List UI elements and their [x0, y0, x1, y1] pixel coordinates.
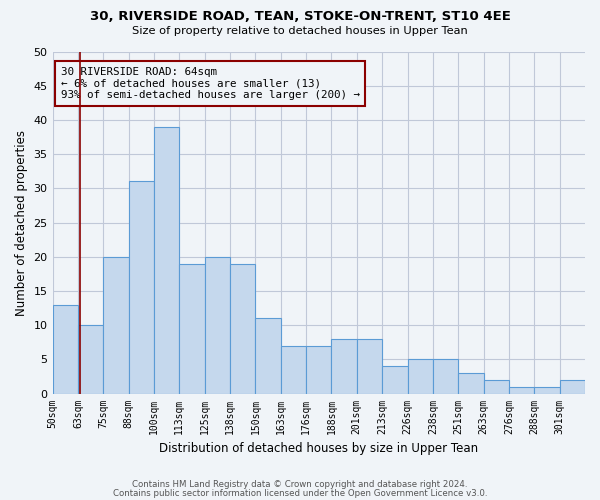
Bar: [78, 325, 103, 394]
Bar: [382, 366, 407, 394]
Bar: [205, 256, 230, 394]
Bar: [179, 264, 205, 394]
Bar: [484, 380, 509, 394]
Bar: [154, 127, 179, 394]
Text: 30 RIVERSIDE ROAD: 64sqm
← 6% of detached houses are smaller (13)
93% of semi-de: 30 RIVERSIDE ROAD: 64sqm ← 6% of detache…: [61, 67, 359, 100]
Bar: [357, 339, 382, 394]
Text: Contains HM Land Registry data © Crown copyright and database right 2024.: Contains HM Land Registry data © Crown c…: [132, 480, 468, 489]
Bar: [433, 360, 458, 394]
Y-axis label: Number of detached properties: Number of detached properties: [15, 130, 28, 316]
Bar: [128, 182, 154, 394]
X-axis label: Distribution of detached houses by size in Upper Tean: Distribution of detached houses by size …: [159, 442, 478, 455]
Bar: [53, 304, 78, 394]
Bar: [331, 339, 357, 394]
Bar: [103, 256, 128, 394]
Bar: [458, 373, 484, 394]
Bar: [509, 386, 534, 394]
Text: Contains public sector information licensed under the Open Government Licence v3: Contains public sector information licen…: [113, 488, 487, 498]
Text: Size of property relative to detached houses in Upper Tean: Size of property relative to detached ho…: [132, 26, 468, 36]
Bar: [281, 346, 306, 394]
Bar: [560, 380, 585, 394]
Bar: [230, 264, 256, 394]
Bar: [256, 318, 281, 394]
Bar: [534, 386, 560, 394]
Bar: [407, 360, 433, 394]
Bar: [306, 346, 331, 394]
Text: 30, RIVERSIDE ROAD, TEAN, STOKE-ON-TRENT, ST10 4EE: 30, RIVERSIDE ROAD, TEAN, STOKE-ON-TRENT…: [89, 10, 511, 23]
